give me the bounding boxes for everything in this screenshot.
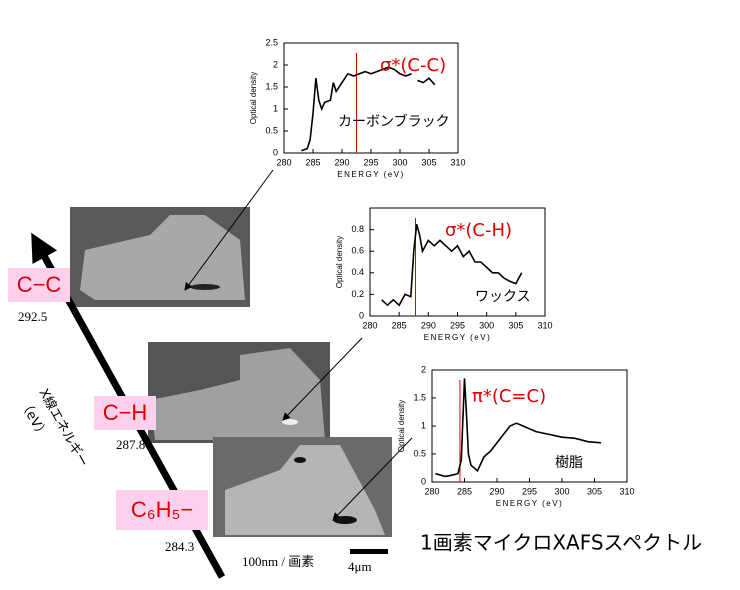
species-label: C₆H₅− (131, 497, 193, 522)
pointer (184, 169, 274, 291)
y-tick-label: 0 (421, 476, 426, 486)
spectrum-line (301, 66, 436, 152)
peak-label: σ*(C-C) (380, 55, 446, 76)
y-tick-label: 2 (421, 364, 426, 374)
y-tick-label: 0.2 (351, 289, 364, 299)
species-label: C−C (17, 272, 62, 297)
y-axis-title: Optical density (249, 72, 258, 124)
figure-title: 1画素マイクロXAFSスペクトル (420, 531, 702, 555)
x-tick-label: 310 (619, 486, 634, 496)
x-axis-title: ENERGY (eV) (424, 333, 491, 342)
x-tick-label: 310 (537, 320, 552, 330)
x-tick-label: 305 (421, 157, 436, 167)
x-tick-label: 305 (587, 486, 602, 496)
pixel-size: 100nm / 画素 (242, 554, 314, 569)
label-box (94, 396, 156, 430)
micrograph (148, 342, 330, 443)
sample-label: 樹脂 (555, 455, 583, 471)
x-tick-label: 295 (450, 320, 465, 330)
pointer (332, 437, 413, 521)
sample-label: カーボンブラック (338, 113, 450, 130)
peak-label: π*(C=C) (472, 386, 546, 407)
y-axis-title: Optical density (397, 400, 406, 452)
sample-label: ワックス (475, 289, 531, 305)
x-tick-label: 285 (457, 486, 472, 496)
y-tick-label: 2 (273, 59, 278, 69)
spectrum-line (381, 223, 523, 307)
y-tick-label: 2.5 (265, 37, 278, 47)
y-tick-label: 0.5 (413, 448, 426, 458)
x-tick-label: 280 (424, 486, 439, 496)
x-axis-title: ENERGY (eV) (496, 499, 563, 508)
x-tick-label: 305 (508, 320, 523, 330)
x-axis-title: ENERGY (eV) (337, 170, 404, 179)
peak-label: σ*(C-H) (445, 220, 512, 241)
y-tick-label: 1 (273, 103, 278, 113)
y-tick-label: 1.5 (413, 392, 426, 402)
x-tick-label: 290 (489, 486, 504, 496)
micrograph (70, 207, 250, 307)
x-tick-label: 280 (276, 157, 291, 167)
x-tick-label: 300 (479, 320, 494, 330)
energy-label: 287.8 (116, 437, 145, 452)
x-tick-label: 285 (392, 320, 407, 330)
y-tick-label: 0.6 (351, 246, 364, 256)
x-tick-label: 285 (305, 157, 320, 167)
y-tick-label: 0.5 (265, 125, 278, 135)
x-tick-label: 310 (450, 157, 465, 167)
x-tick-label: 300 (554, 486, 569, 496)
y-tick-label: 0.8 (351, 224, 364, 234)
energy-label: 284.3 (165, 539, 194, 554)
y-tick-label: 0 (359, 310, 364, 320)
pointer (282, 337, 363, 421)
y-tick-label: 1.5 (265, 81, 278, 91)
y-tick-label: 1 (421, 420, 426, 430)
y-tick-label: 0.4 (351, 267, 364, 277)
x-tick-label: 280 (362, 320, 377, 330)
x-tick-label: 300 (392, 157, 407, 167)
energy-label: 292.5 (18, 309, 47, 324)
label-box (116, 490, 208, 530)
y-axis-title: Optical density (335, 236, 344, 288)
x-tick-label: 295 (363, 157, 378, 167)
scale-bar (350, 549, 388, 554)
species-label: C−H (103, 400, 148, 425)
x-tick-label: 295 (522, 486, 537, 496)
micrograph (213, 437, 392, 537)
spectrum-line (435, 378, 602, 478)
label-box (8, 268, 70, 302)
scale-label: 4μm (348, 559, 372, 574)
x-tick-label: 290 (421, 320, 436, 330)
x-tick-label: 290 (334, 157, 349, 167)
y-tick-label: 0 (273, 147, 278, 157)
